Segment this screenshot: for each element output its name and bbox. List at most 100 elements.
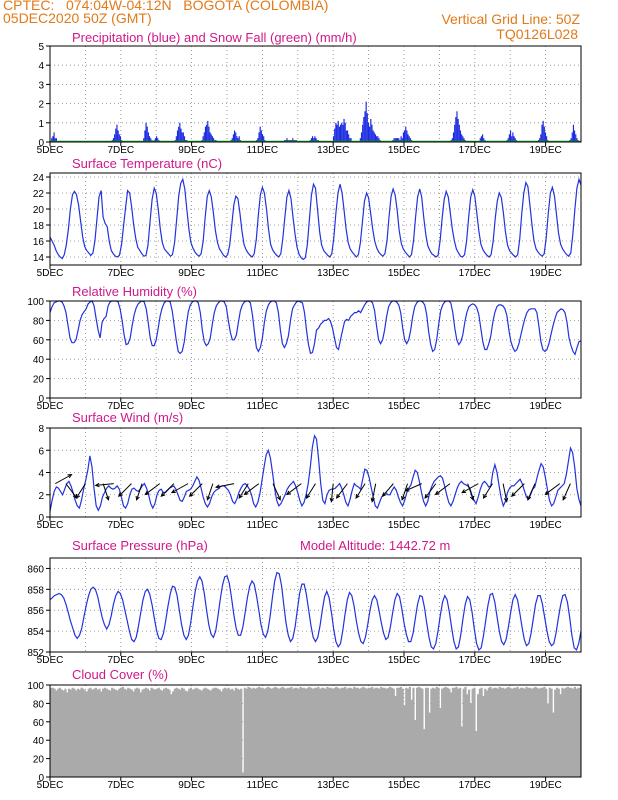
precip-bar (482, 134, 484, 142)
cloud-bar (283, 687, 286, 777)
cloud-bar (317, 686, 320, 777)
cloud-bar (171, 691, 175, 777)
cloud-bar (387, 687, 390, 777)
model-code: TQ0126L028 (496, 26, 578, 42)
cloud-bar (60, 689, 63, 777)
cloud-bar (216, 688, 220, 777)
temp-ytick-label: 24 (33, 173, 45, 184)
cloud-bar (462, 688, 465, 777)
precip-bar (114, 134, 116, 142)
precip-bar (507, 138, 509, 142)
cloud-bar (168, 689, 171, 777)
wind-arrow-head (469, 495, 475, 501)
wind-ytick-label: 0 (38, 513, 44, 524)
cloud-bar (315, 687, 318, 777)
wind-ytick-label: 8 (38, 424, 44, 435)
cloud-bar (267, 686, 270, 777)
cloud-title: Cloud Cover (%) (72, 667, 168, 682)
cloud-bar (197, 688, 200, 777)
cloud-bar (484, 688, 487, 777)
cloud-bar (557, 688, 560, 777)
cloud-bar (152, 688, 155, 777)
precip-bar (263, 136, 265, 142)
temp-xtick-label: 19DEC (529, 268, 561, 279)
precip-bar (462, 136, 464, 142)
cloud-bar (378, 688, 381, 777)
precip-bar (346, 130, 349, 142)
wind-arrow-head (503, 497, 509, 503)
wind-arrow (215, 483, 235, 488)
wind-arrow-head (335, 494, 341, 499)
cloud-xtick-label: 7DEC (107, 780, 134, 791)
wind-arrow-head (562, 495, 567, 501)
cloud-bar (435, 686, 438, 777)
cloud-bar (349, 687, 352, 777)
cloud-bar (444, 686, 447, 777)
wind-arrow (145, 483, 161, 495)
cloud-bar (80, 687, 83, 777)
temp-xtick-label: 5DEC (37, 268, 64, 279)
precip-bar (539, 138, 541, 142)
wind-xtick-label: 5DEC (37, 520, 64, 531)
cloud-bar (403, 705, 406, 777)
cloud-bar (516, 686, 519, 777)
cloud-bar (310, 687, 313, 777)
cloud-bar (145, 687, 148, 777)
pres-ytick-label: 852 (27, 648, 44, 659)
cloud-bar (450, 692, 453, 777)
precip-bar (286, 138, 288, 142)
precip-bar (369, 126, 371, 142)
cloud-bar (258, 686, 261, 777)
wind-arrow-head (461, 489, 467, 494)
cloud-bar (566, 686, 569, 777)
pres-ytick-label: 854 (27, 627, 44, 638)
cloud-bar (353, 686, 356, 777)
cloud-bar (195, 687, 198, 777)
cloud-ytick-label: 80 (33, 699, 45, 710)
precip-bar (508, 134, 510, 142)
wind-arrow (545, 483, 561, 495)
cloud-bar (563, 688, 566, 777)
cloud-bar (188, 688, 191, 777)
wind-arrow (502, 483, 508, 502)
precip-bar (180, 128, 182, 142)
cloud-bar (369, 687, 372, 777)
cloud-bar (471, 688, 474, 777)
precip-bar (372, 130, 374, 142)
cloud-bar (405, 687, 408, 777)
precip-bar (155, 136, 158, 142)
rh-xtick-label: 13DEC (317, 401, 349, 412)
rh-ytick-label: 20 (33, 375, 45, 386)
rh-ytick-label: 40 (33, 355, 45, 366)
cloud-bar (426, 687, 429, 777)
precip-bar (147, 132, 149, 142)
cloud-bar (376, 687, 379, 777)
wind-arrow-head (329, 497, 334, 503)
cloud-bar (51, 687, 54, 777)
cloud-bar (371, 686, 374, 777)
precip-bar (540, 134, 542, 142)
precip-bar (459, 130, 462, 142)
cloud-bar (389, 686, 392, 777)
cloud-bar (460, 726, 464, 777)
temp-title: Surface Temperature (nC) (72, 156, 222, 171)
precip-bar (150, 138, 152, 142)
precip-ytick-label: 3 (38, 80, 44, 91)
precip-bar (367, 122, 370, 142)
wind-arrow (483, 483, 493, 499)
cloud-bar (193, 688, 196, 777)
precip-ytick-label: 1 (38, 119, 44, 130)
cloud-bar (137, 688, 141, 777)
cloud-bar (222, 688, 225, 777)
cloud-xtick-label: 5DEC (37, 780, 64, 791)
wind-arrow-head (144, 490, 150, 496)
cloud-ytick-label: 100 (27, 681, 44, 692)
wind-ytick-label: 4 (38, 469, 44, 480)
cloud-bar (412, 687, 415, 777)
cloud-bar (527, 687, 530, 777)
precip-bar (313, 138, 315, 142)
cloud-bar (313, 687, 316, 777)
wind-arrow (527, 483, 536, 501)
wind-arrow (160, 483, 175, 497)
cloud-bar (134, 688, 137, 777)
